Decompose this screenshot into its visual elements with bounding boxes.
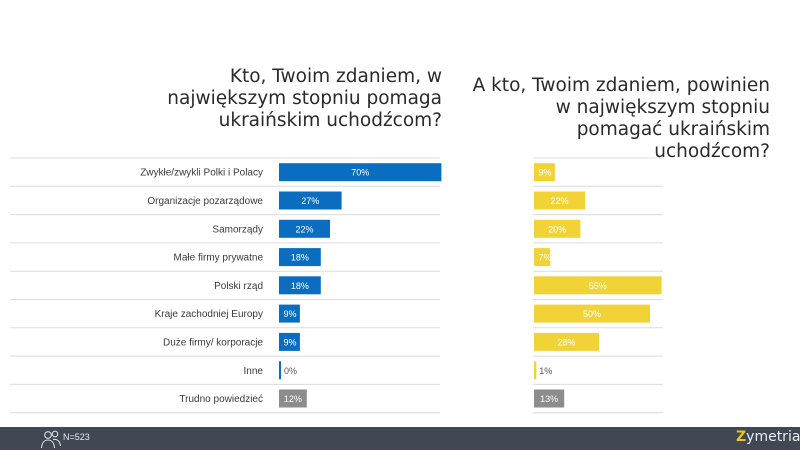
right-bar <box>534 276 662 295</box>
right-chart-title: A kto, Twoim zdaniem, powinien w najwięk… <box>472 75 770 162</box>
left-bar-value-label: 9% <box>283 309 296 319</box>
right-bar <box>534 304 650 323</box>
right-bar-value-label: 22% <box>550 196 568 206</box>
category-label: Kraje zachodniej Europy <box>155 309 263 320</box>
category-label: Duże firmy/ korporacje <box>163 337 263 348</box>
left-bar <box>279 219 330 238</box>
charts-area: Zwykłe/zwykli Polki i Polacy Organizacje … <box>10 157 663 414</box>
right-bar-value-label: 9% <box>538 168 551 178</box>
right-bar-value-label: 28% <box>557 337 575 347</box>
right-bar-value-label: 1% <box>539 366 552 376</box>
left-bar-value-label: 12% <box>284 394 302 404</box>
left-bar <box>279 361 281 380</box>
right-bar <box>534 219 581 238</box>
right-bar-value-label: 50% <box>583 309 601 319</box>
left-bar <box>279 191 342 210</box>
left-bar <box>279 248 321 267</box>
category-label: Małe firmy prywatne <box>174 253 264 264</box>
left-bar <box>279 389 307 408</box>
right-bar <box>534 191 585 210</box>
left-bar <box>279 332 300 351</box>
sample-size-label: N=523 <box>63 432 90 442</box>
left-bar-value-label: 22% <box>295 224 313 234</box>
right-bar <box>534 163 555 182</box>
footer-bar: N=523 Zymetria <box>0 427 800 450</box>
people-icon <box>40 430 62 449</box>
category-label: Samorządy <box>212 224 263 235</box>
right-bar-value-label: 20% <box>548 224 566 234</box>
category-label: Zwykłe/zwykli Polki i Polacy <box>140 168 263 179</box>
left-bar-value-label: 9% <box>283 337 296 347</box>
right-bar-value-label: 13% <box>540 394 558 404</box>
left-bar-value-label: 27% <box>301 196 319 206</box>
left-chart-title: Kto, Twoim zdaniem, w największym stopni… <box>167 66 442 131</box>
right-bar-value-label: 55% <box>589 281 607 291</box>
left-bar-value-label: 70% <box>351 168 369 178</box>
right-bar <box>534 361 537 380</box>
left-bar <box>279 276 321 295</box>
right-bar <box>534 389 565 408</box>
left-bar <box>279 304 300 323</box>
left-bar <box>279 163 442 182</box>
category-label: Organizacje pozarządowe <box>147 196 263 207</box>
right-bar <box>534 332 599 351</box>
left-bar-value-label: 18% <box>291 253 309 263</box>
left-bar-value-label: 18% <box>291 281 309 291</box>
category-label: Inne <box>244 366 264 377</box>
right-bar <box>534 248 551 267</box>
category-label: Trudno powiedzieć <box>179 394 263 405</box>
category-label: Polski rząd <box>214 281 263 292</box>
right-bar-value-label: 7% <box>538 253 551 263</box>
zymetria-logo: Zymetria <box>736 429 800 445</box>
left-bar-value-label: 0% <box>284 366 297 376</box>
